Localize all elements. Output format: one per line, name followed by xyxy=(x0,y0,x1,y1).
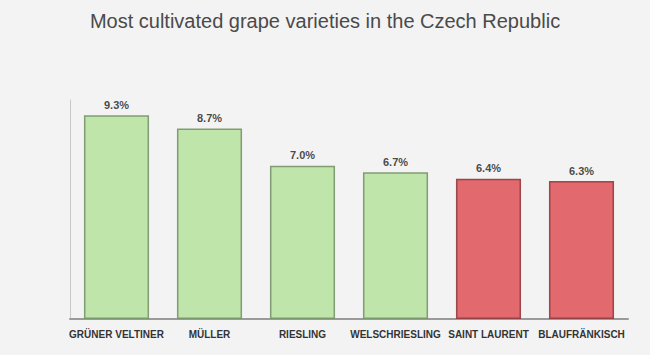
svg-text:6.4%: 6.4% xyxy=(476,162,501,174)
svg-text:8.7%: 8.7% xyxy=(197,112,222,124)
svg-text:Most cultivated grape varietie: Most cultivated grape varieties in the C… xyxy=(90,10,560,32)
svg-text:7.0%: 7.0% xyxy=(290,149,315,161)
svg-text:9.3%: 9.3% xyxy=(104,99,129,111)
svg-text:6.3%: 6.3% xyxy=(569,165,594,177)
svg-text:GRÜNER VELTINER: GRÜNER VELTINER xyxy=(69,328,165,340)
svg-text:MÜLLER: MÜLLER xyxy=(189,328,231,340)
svg-text:BLAUFRÄNKISCH: BLAUFRÄNKISCH xyxy=(538,328,625,340)
svg-text:SAINT LAURENT: SAINT LAURENT xyxy=(448,329,529,340)
svg-text:WELSCHRIESLING: WELSCHRIESLING xyxy=(350,329,441,340)
svg-text:6.7%: 6.7% xyxy=(383,156,408,168)
svg-text:RIESLING: RIESLING xyxy=(279,329,326,340)
